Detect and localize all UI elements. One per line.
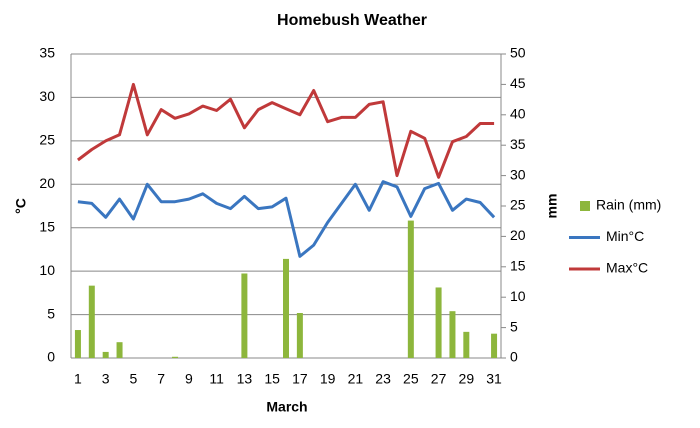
legend-label: Rain (mm)	[596, 197, 661, 213]
chart-title: Homebush Weather	[277, 12, 427, 29]
bar	[296, 313, 303, 358]
x-tick-label: 5	[130, 371, 138, 387]
y-tick-label: 5	[47, 305, 55, 321]
bar	[241, 273, 248, 358]
x-tick-label: 31	[486, 371, 502, 387]
y2-tick-label: 40	[510, 106, 526, 122]
bar	[102, 351, 109, 358]
x-tick-label: 21	[348, 371, 364, 387]
bar	[172, 356, 179, 358]
y-tick-label: 15	[39, 218, 55, 234]
bar	[74, 330, 81, 358]
bar	[491, 333, 498, 358]
x-tick-label: 25	[403, 371, 419, 387]
x-tick-label: 7	[157, 371, 165, 387]
x-tick-label: 17	[292, 371, 308, 387]
y2-tick-label: 30	[510, 166, 526, 182]
x-tick-label: 23	[375, 371, 391, 387]
x-tick-label: 9	[185, 371, 193, 387]
y-tick-label: 25	[39, 132, 55, 148]
bar	[116, 342, 123, 358]
y2-tick-label: 25	[510, 197, 526, 213]
y-axis-title: °C	[13, 198, 29, 214]
bar	[407, 220, 414, 358]
y-tick-label: 0	[47, 349, 55, 365]
x-tick-label: 19	[320, 371, 336, 387]
y-tick-label: 10	[39, 262, 55, 278]
legend-label: Max°C	[606, 260, 648, 276]
y-tick-label: 20	[39, 175, 55, 191]
y2-tick-label: 45	[510, 75, 526, 91]
x-tick-label: 15	[264, 371, 280, 387]
x-axis-title: March	[266, 399, 307, 415]
line	[76, 82, 495, 179]
y2-tick-label: 20	[510, 227, 526, 243]
y2-tick-label: 15	[510, 258, 526, 274]
legend-swatch	[580, 201, 590, 211]
line	[77, 180, 496, 258]
y-tick-label: 35	[39, 45, 55, 61]
y2-tick-label: 0	[510, 349, 518, 365]
y2-tick-label: 5	[510, 318, 518, 334]
x-tick-label: 27	[431, 371, 447, 387]
x-tick-label: 29	[459, 371, 475, 387]
y2-tick-label: 35	[510, 136, 526, 152]
y2-axis-title: mm	[544, 194, 560, 219]
bar	[283, 258, 289, 358]
bar	[449, 311, 456, 358]
y-tick-label: 30	[39, 88, 55, 104]
bar	[463, 331, 470, 358]
legend-label: Min°C	[606, 228, 644, 244]
y2-tick-label: 50	[510, 45, 526, 61]
bar	[435, 287, 442, 358]
x-tick-label: 1	[74, 371, 82, 387]
x-tick-label: 13	[237, 371, 253, 387]
bar	[88, 285, 95, 358]
y2-tick-label: 10	[510, 288, 526, 304]
x-tick-label: 3	[102, 371, 110, 387]
x-tick-label: 11	[209, 371, 224, 387]
